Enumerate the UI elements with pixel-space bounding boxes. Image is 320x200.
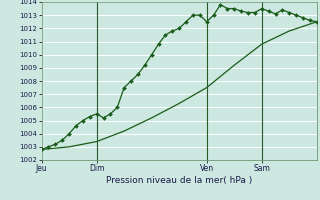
X-axis label: Pression niveau de la mer( hPa ): Pression niveau de la mer( hPa ) xyxy=(106,176,252,185)
